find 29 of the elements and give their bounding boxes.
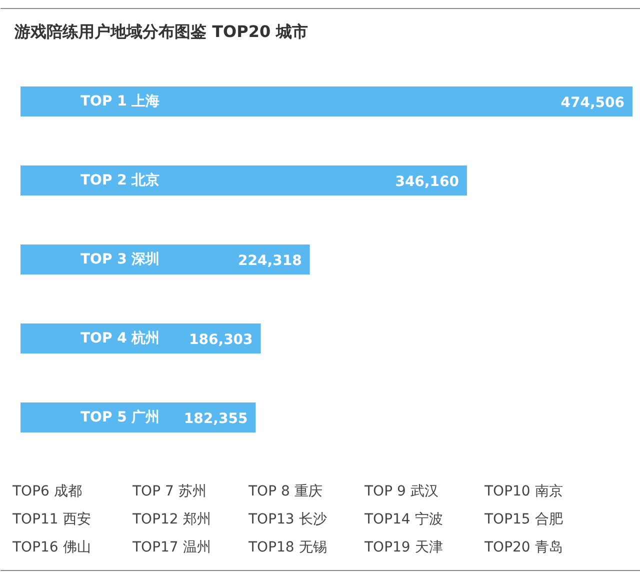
chart-title: 游戏陪练用户地域分布图鉴 TOP20 城市 [14, 22, 308, 41]
text: TOP 9 武汉 [364, 484, 438, 500]
text: TOP13 长沙 [248, 512, 327, 528]
text: TOP12 郑州 [132, 512, 211, 528]
y-tick-label: TOP 3 深圳 [80, 252, 160, 268]
text: TOP17 温州 [132, 540, 211, 556]
text: TOP14 宁波 [364, 512, 443, 528]
data-label: 224,318 [238, 253, 302, 269]
y-tick-label: TOP 5 广州 [80, 408, 160, 426]
text: TOP 7 苏州 [132, 484, 206, 500]
bar [20, 244, 310, 274]
bar [20, 86, 632, 116]
y-tick-label: TOP 1 上海 [80, 94, 160, 110]
text: TOP20 青岛 [484, 540, 563, 556]
y-tick-label: TOP 2 北京 [80, 172, 160, 188]
data-label: 186,303 [189, 332, 253, 348]
text: TOP6 成都 [12, 484, 82, 500]
text: TOP11 西安 [12, 512, 91, 528]
y-tick-label: TOP 4 杭州 [80, 330, 160, 346]
text: TOP10 南京 [484, 484, 563, 500]
bar [20, 166, 467, 196]
text: TOP19 天津 [364, 540, 443, 556]
text: TOP 8 重庆 [248, 484, 322, 500]
data-label: 182,355 [184, 411, 248, 427]
text: TOP15 合肥 [484, 512, 563, 528]
text: TOP18 无锡 [248, 540, 327, 556]
data-label: 346,160 [395, 174, 460, 190]
data-label: 474,506 [560, 95, 624, 111]
text: TOP16 佛山 [12, 540, 91, 556]
